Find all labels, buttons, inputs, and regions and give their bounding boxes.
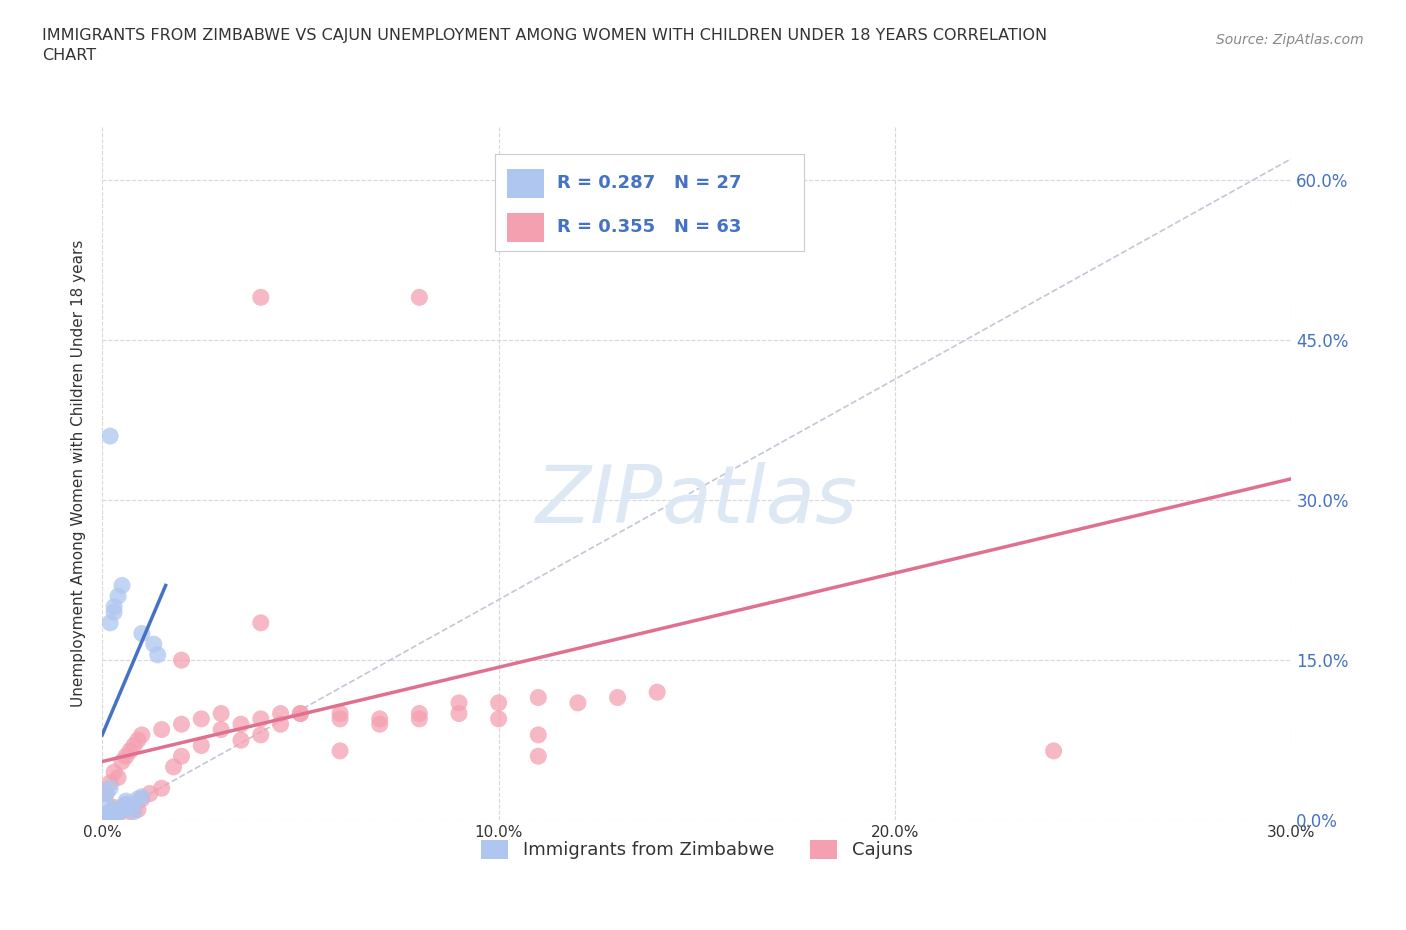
Text: ZIPatlas: ZIPatlas bbox=[536, 462, 858, 540]
Point bbox=[96, 810, 118, 825]
Point bbox=[229, 733, 252, 748]
Point bbox=[122, 804, 145, 819]
Point bbox=[118, 800, 141, 815]
Point bbox=[209, 722, 232, 737]
Point bbox=[408, 706, 430, 721]
Point bbox=[447, 696, 470, 711]
Point bbox=[150, 722, 173, 737]
Point bbox=[527, 749, 550, 764]
Point bbox=[249, 290, 271, 305]
Point bbox=[111, 578, 134, 593]
Point bbox=[103, 808, 125, 823]
Point bbox=[96, 786, 118, 801]
Point bbox=[122, 738, 145, 753]
Point bbox=[107, 806, 129, 821]
Text: Source: ZipAtlas.com: Source: ZipAtlas.com bbox=[1216, 33, 1364, 46]
Point bbox=[98, 776, 121, 790]
Point bbox=[98, 804, 121, 819]
Point bbox=[329, 711, 352, 726]
Point bbox=[115, 749, 138, 764]
Point bbox=[447, 706, 470, 721]
Point bbox=[111, 803, 134, 817]
Point bbox=[131, 626, 153, 641]
Point bbox=[329, 706, 352, 721]
Point bbox=[107, 806, 129, 821]
Point bbox=[290, 706, 312, 721]
Point bbox=[96, 797, 118, 812]
Point bbox=[98, 616, 121, 631]
Point bbox=[146, 647, 169, 662]
Point bbox=[368, 717, 391, 732]
Point bbox=[170, 653, 193, 668]
Point bbox=[249, 616, 271, 631]
Point bbox=[645, 684, 668, 699]
Point bbox=[115, 797, 138, 812]
Point bbox=[190, 738, 212, 753]
Point bbox=[488, 696, 510, 711]
Point bbox=[118, 804, 141, 819]
Point bbox=[408, 290, 430, 305]
Y-axis label: Unemployment Among Women with Children Under 18 years: Unemployment Among Women with Children U… bbox=[72, 240, 86, 707]
Point bbox=[329, 743, 352, 758]
Point bbox=[115, 793, 138, 808]
Point bbox=[408, 711, 430, 726]
Point bbox=[111, 803, 134, 817]
Point bbox=[111, 754, 134, 769]
Point bbox=[127, 733, 149, 748]
Point bbox=[96, 811, 118, 826]
Point bbox=[103, 599, 125, 614]
Point bbox=[142, 637, 165, 652]
Point bbox=[170, 717, 193, 732]
Point bbox=[107, 770, 129, 785]
Point bbox=[527, 727, 550, 742]
Point bbox=[162, 760, 184, 775]
Point bbox=[567, 696, 589, 711]
Point bbox=[170, 749, 193, 764]
Point bbox=[115, 797, 138, 812]
Legend: Immigrants from Zimbabwe, Cajuns: Immigrants from Zimbabwe, Cajuns bbox=[474, 833, 920, 867]
Text: IMMIGRANTS FROM ZIMBABWE VS CAJUN UNEMPLOYMENT AMONG WOMEN WITH CHILDREN UNDER 1: IMMIGRANTS FROM ZIMBABWE VS CAJUN UNEMPL… bbox=[42, 28, 1047, 62]
Point bbox=[98, 808, 121, 823]
Point bbox=[127, 791, 149, 806]
Point bbox=[96, 807, 118, 822]
Point bbox=[127, 803, 149, 817]
Point bbox=[111, 800, 134, 815]
Point bbox=[249, 711, 271, 726]
Point bbox=[131, 791, 153, 806]
Point bbox=[98, 429, 121, 444]
Point bbox=[527, 690, 550, 705]
Point bbox=[96, 786, 118, 801]
Point bbox=[190, 711, 212, 726]
Point bbox=[290, 706, 312, 721]
Point bbox=[368, 711, 391, 726]
Point bbox=[107, 804, 129, 819]
Point bbox=[103, 800, 125, 815]
Point bbox=[606, 690, 628, 705]
Point bbox=[96, 807, 118, 822]
Point bbox=[122, 800, 145, 815]
Point bbox=[229, 717, 252, 732]
Point bbox=[98, 781, 121, 796]
Point bbox=[270, 717, 292, 732]
Point bbox=[103, 811, 125, 826]
Point bbox=[150, 781, 173, 796]
Point bbox=[103, 803, 125, 817]
Point bbox=[98, 804, 121, 819]
Point bbox=[103, 764, 125, 779]
Point bbox=[139, 786, 162, 801]
Point bbox=[1042, 743, 1064, 758]
Point bbox=[249, 727, 271, 742]
Point bbox=[103, 604, 125, 619]
Point bbox=[270, 706, 292, 721]
Point bbox=[107, 589, 129, 604]
Point bbox=[131, 727, 153, 742]
Point bbox=[118, 743, 141, 758]
Point bbox=[131, 790, 153, 804]
Point bbox=[209, 706, 232, 721]
Point bbox=[488, 711, 510, 726]
